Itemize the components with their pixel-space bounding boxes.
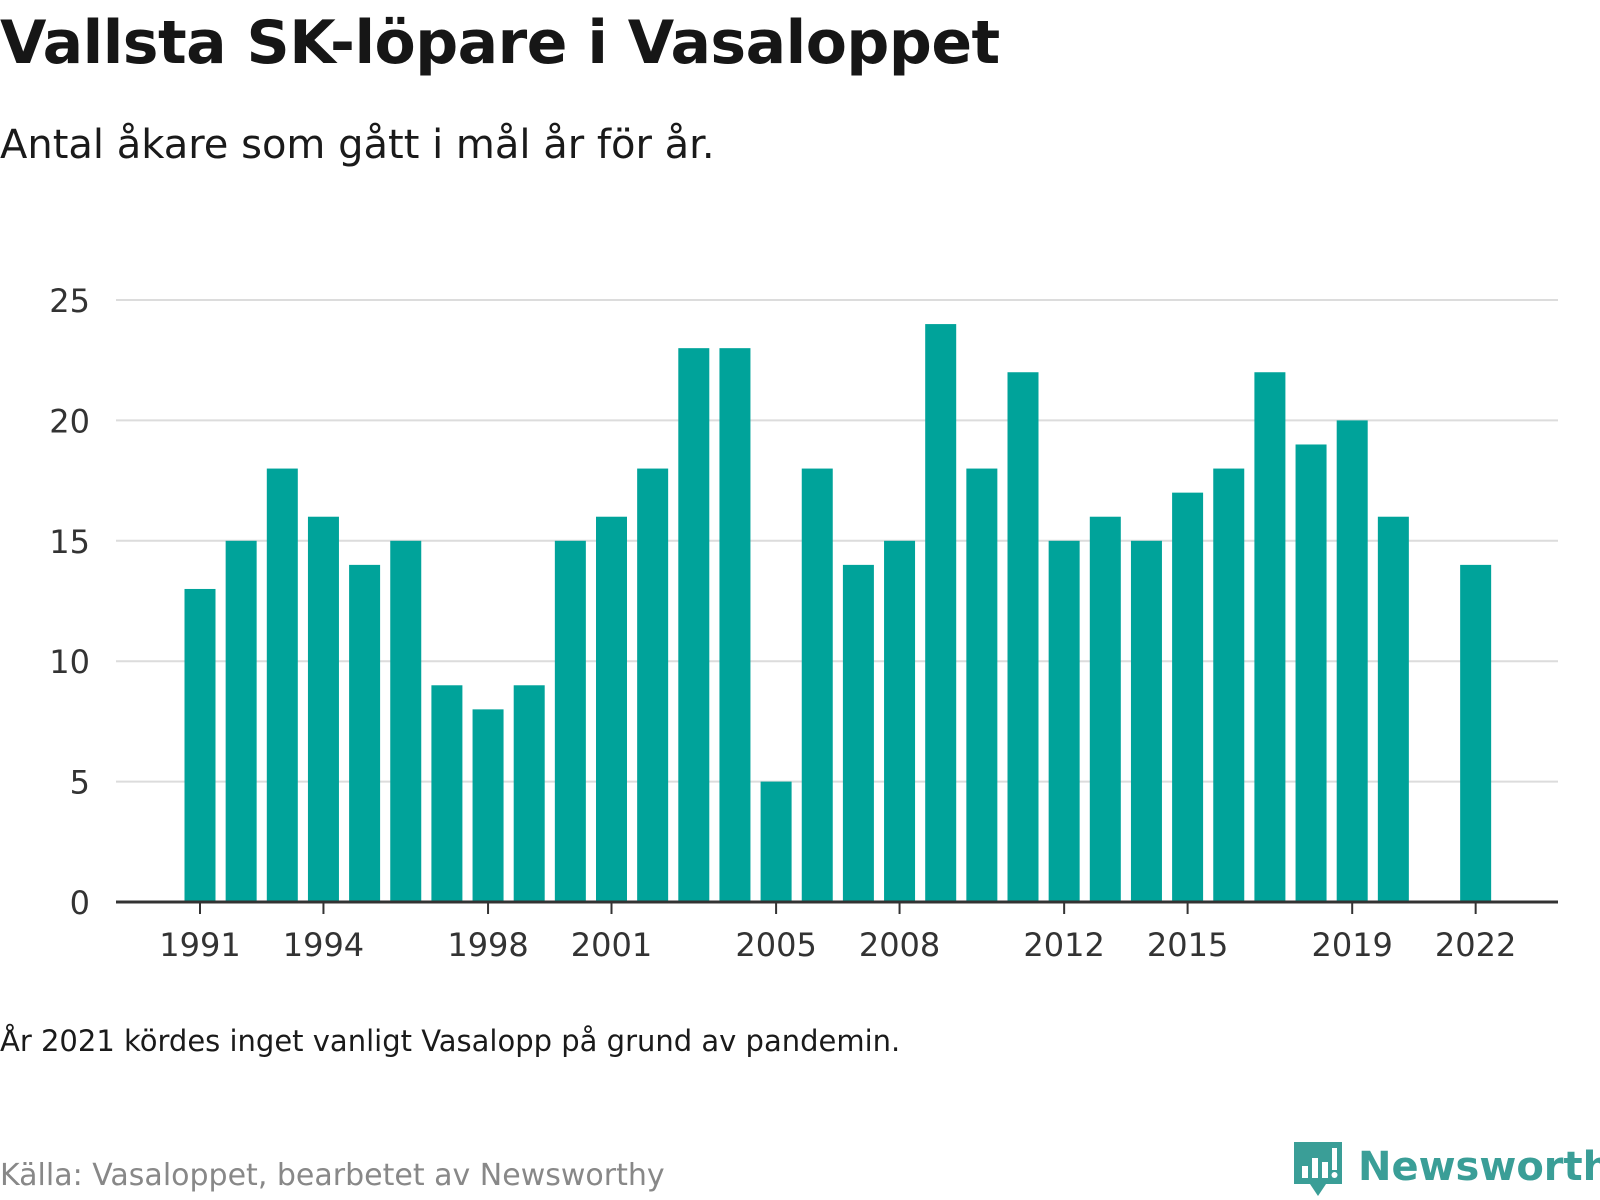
bar-2012 xyxy=(1048,540,1080,902)
bar-1997 xyxy=(431,685,463,902)
x-axis xyxy=(116,900,1558,914)
bar-2020 xyxy=(1377,516,1409,902)
x-tick-label: 1991 xyxy=(159,926,240,964)
bar-1992 xyxy=(225,540,257,902)
chart-subtitle: Antal åkare som gått i mål år för år. xyxy=(0,122,715,168)
bar-2000 xyxy=(554,540,586,902)
brand-name: Newsworthy xyxy=(1358,1144,1600,1190)
y-tick-label: 5 xyxy=(70,764,90,802)
bar-2014 xyxy=(1130,540,1162,902)
chart-title: Vallsta SK-löpare i Vasaloppet xyxy=(0,8,1000,78)
bar-2019 xyxy=(1336,420,1368,902)
bar-2004 xyxy=(719,348,751,902)
x-tick-label: 2019 xyxy=(1311,926,1392,964)
bar-2006 xyxy=(801,468,833,902)
bar-2016 xyxy=(1213,468,1245,902)
x-tick-label: 2008 xyxy=(859,926,940,964)
x-tick-label: 2015 xyxy=(1147,926,1228,964)
newsworthy-logo-icon xyxy=(1294,1142,1342,1196)
bar-2017 xyxy=(1254,372,1286,902)
bar-1993 xyxy=(266,468,298,902)
bar-1995 xyxy=(349,564,381,902)
bar-2010 xyxy=(966,468,998,902)
chart-footnote: År 2021 kördes inget vanligt Vasalopp på… xyxy=(0,1024,901,1058)
bar-chart: 0 5 10 15 20 25 1991 1994 1998 2001 2005 2008 2012 2… xyxy=(49,282,1558,964)
x-tick-label: 2005 xyxy=(735,926,816,964)
bar-2022 xyxy=(1460,564,1492,902)
bar-2003 xyxy=(678,348,710,902)
x-tick-label: 2022 xyxy=(1435,926,1516,964)
x-tick-label: 1998 xyxy=(447,926,528,964)
bar-1991 xyxy=(184,588,216,902)
newsworthy-brand[interactable]: Newsworthy xyxy=(1290,1140,1600,1200)
y-axis-labels: 0 5 10 15 20 25 xyxy=(49,282,90,922)
bars xyxy=(184,324,1492,903)
x-tick-label: 2001 xyxy=(571,926,652,964)
x-tick-label: 2012 xyxy=(1023,926,1104,964)
y-tick-label: 0 xyxy=(70,884,90,922)
bar-2002 xyxy=(637,468,669,902)
bar-2001 xyxy=(596,516,627,902)
y-tick-label: 25 xyxy=(49,282,90,320)
bar-2018 xyxy=(1295,444,1327,902)
bar-2007 xyxy=(842,564,874,902)
bar-2011 xyxy=(1007,372,1039,902)
bar-2013 xyxy=(1089,516,1121,902)
x-axis-labels: 1991 1994 1998 2001 2005 2008 2012 2015 2019 2022 xyxy=(159,926,1516,964)
y-tick-label: 15 xyxy=(49,523,90,561)
bar-2008 xyxy=(884,540,916,902)
source-credit: Källa: Vasaloppet, bearbetet av Newswort… xyxy=(0,1158,665,1193)
bar-1994 xyxy=(307,516,339,902)
bar-1998 xyxy=(472,709,504,902)
bar-2009 xyxy=(925,324,957,903)
bar-1999 xyxy=(513,685,545,902)
bar-1996 xyxy=(390,540,422,902)
y-tick-label: 20 xyxy=(49,402,90,440)
x-tick-label: 1994 xyxy=(283,926,364,964)
y-tick-label: 10 xyxy=(49,643,90,681)
bar-2015 xyxy=(1172,492,1204,902)
bar-2005 xyxy=(760,781,792,902)
